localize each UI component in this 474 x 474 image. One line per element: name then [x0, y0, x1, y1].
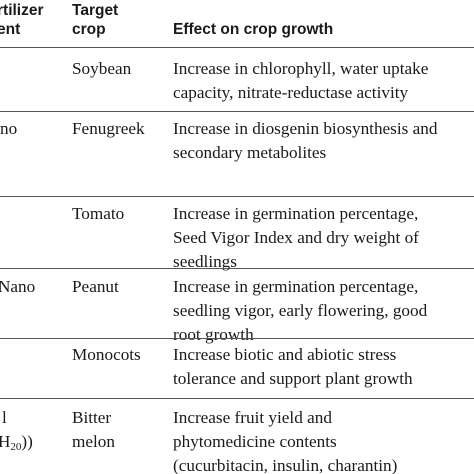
row-2-effect: Increase in diosgenin biosynthesis and s…: [173, 117, 437, 165]
row-3-bottom-rule: [0, 268, 474, 269]
row-5-bottom-rule: [0, 398, 474, 399]
row-2-crop-line-1: Fenugreek: [72, 119, 145, 138]
row-3-effect-line-2: Seed Vigor Index and dry weight of: [173, 228, 419, 247]
row-5-crop: Monocots: [72, 343, 141, 367]
row-6-crop: Bitter melon: [72, 406, 115, 454]
row-6-crop-line-1: Bitter: [72, 408, 112, 427]
header-effect-line-1: Effect on crop growth: [173, 21, 334, 38]
row-4-effect-line-1: Increase in germination percentage,: [173, 277, 419, 296]
row-4-crop: Peanut: [72, 275, 119, 299]
row-3-effect: Increase in germination percentage, Seed…: [173, 202, 419, 274]
row-6-crop-line-2: melon: [72, 432, 115, 451]
header-bottom-rule: [0, 47, 474, 48]
header-agent-line-2: ent: [0, 21, 21, 38]
row-6-agent-closing: )): [21, 432, 33, 451]
row-2-agent: no: [0, 117, 17, 141]
row-6-agent-element: H: [0, 432, 11, 451]
row-1-bottom-rule: [0, 111, 474, 112]
header-crop-line-2: crop: [72, 21, 106, 38]
header-agent: rtilizer ent: [0, 1, 44, 39]
row-2-agent-line-1: no: [0, 119, 18, 138]
row-2-effect-line-2: secondary metabolites: [173, 143, 327, 162]
row-4-agent: Nano: [0, 275, 35, 299]
row-3-effect-line-1: Increase in germination percentage,: [173, 204, 419, 223]
row-6-agent-line-2: H20)): [0, 430, 33, 459]
row-4-agent-line-1: Nano: [0, 277, 36, 296]
row-4-effect-line-3: root growth: [173, 325, 254, 344]
row-2-bottom-rule: [0, 196, 474, 197]
row-3-crop-line-1: Tomato: [72, 204, 125, 223]
row-1-effect-line-2: capacity, nitrate-reductase activity: [173, 83, 409, 102]
row-6-effect-line-1: Increase fruit yield and: [173, 408, 332, 427]
row-5-effect: Increase biotic and abiotic stress toler…: [173, 343, 413, 391]
row-4-bottom-rule: [0, 338, 474, 339]
row-4-crop-line-1: Peanut: [72, 277, 119, 296]
row-6-agent-subscript: 20: [10, 441, 22, 453]
row-1-effect: Increase in chlorophyll, water uptake ca…: [173, 57, 428, 105]
row-5-effect-line-2: tolerance and support plant growth: [173, 369, 413, 388]
row-1-effect-line-1: Increase in chlorophyll, water uptake: [173, 59, 429, 78]
row-4-effect: Increase in germination percentage, seed…: [173, 275, 427, 347]
row-1-crop-line-1: Soybean: [72, 59, 132, 78]
row-6-agent: l H20)): [0, 406, 33, 459]
row-1-crop: Soybean: [72, 57, 131, 81]
row-5-effect-line-1: Increase biotic and abiotic stress: [173, 345, 397, 364]
header-target-crop: Target crop: [72, 1, 118, 39]
row-6-effect: Increase fruit yield and phytomedicine c…: [173, 406, 397, 474]
row-2-crop: Fenugreek: [72, 117, 145, 141]
row-6-effect-line-2: phytomedicine contents: [173, 432, 337, 451]
header-effect: Effect on crop growth: [173, 20, 333, 39]
row-6-effect-line-3: (cucurbitacin, insulin, charantin): [173, 456, 398, 474]
row-4-effect-line-2: seedling vigor, early flowering, good: [173, 301, 428, 320]
header-agent-line-1: rtilizer: [0, 2, 44, 19]
row-5-crop-line-1: Monocots: [72, 345, 141, 364]
row-6-agent-line-1: l: [2, 408, 7, 427]
row-3-crop: Tomato: [72, 202, 124, 226]
row-2-effect-line-1: Increase in diosgenin biosynthesis and: [173, 119, 438, 138]
row-3-effect-line-3: seedlings: [173, 252, 237, 271]
header-crop-line-1: Target: [72, 2, 119, 19]
